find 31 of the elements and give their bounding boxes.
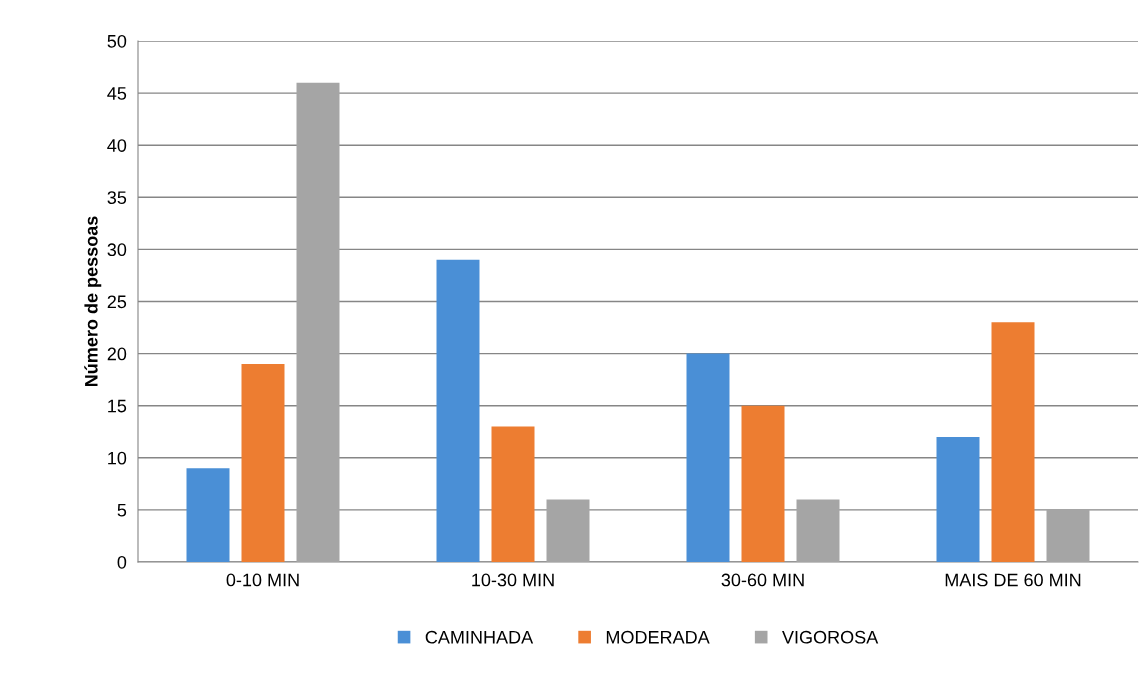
y-tick-label: 30 <box>107 243 127 257</box>
bar <box>936 436 980 562</box>
bar <box>436 259 480 562</box>
bar <box>741 405 785 562</box>
bar <box>1046 509 1090 562</box>
y-tick-label: 40 <box>107 139 127 152</box>
y-tick-label: 15 <box>108 399 127 413</box>
x-tick-label: 30-60 MIN <box>721 573 804 587</box>
legend-label: VIGOROSA <box>782 630 879 644</box>
y-axis-title: Número de pessoas <box>84 216 102 387</box>
y-tick-label: 5 <box>117 504 127 517</box>
bar <box>241 364 285 562</box>
bar <box>491 426 535 562</box>
x-tick-label: MAIS DE 60 MIN <box>945 573 1081 587</box>
x-tick-label: 0-10 MIN <box>226 573 299 587</box>
bar <box>186 468 230 562</box>
y-tick-label: 35 <box>107 191 127 205</box>
bar <box>686 353 730 562</box>
y-tick-label: 25 <box>107 295 127 309</box>
bar <box>546 499 590 562</box>
bar <box>796 499 840 562</box>
y-tick-label: 0 <box>117 555 127 569</box>
legend-label: MODERADA <box>606 630 710 644</box>
bar <box>991 322 1035 562</box>
y-tick-label: 10 <box>108 451 127 465</box>
x-tick-label: 10-30 MIN <box>472 573 554 587</box>
bar <box>296 82 340 562</box>
y-tick-label: 20 <box>107 347 127 361</box>
y-tick-label: 50 <box>107 34 127 48</box>
y-tick-label: 45 <box>107 87 127 100</box>
legend-label: CAMINHADA <box>425 630 534 644</box>
